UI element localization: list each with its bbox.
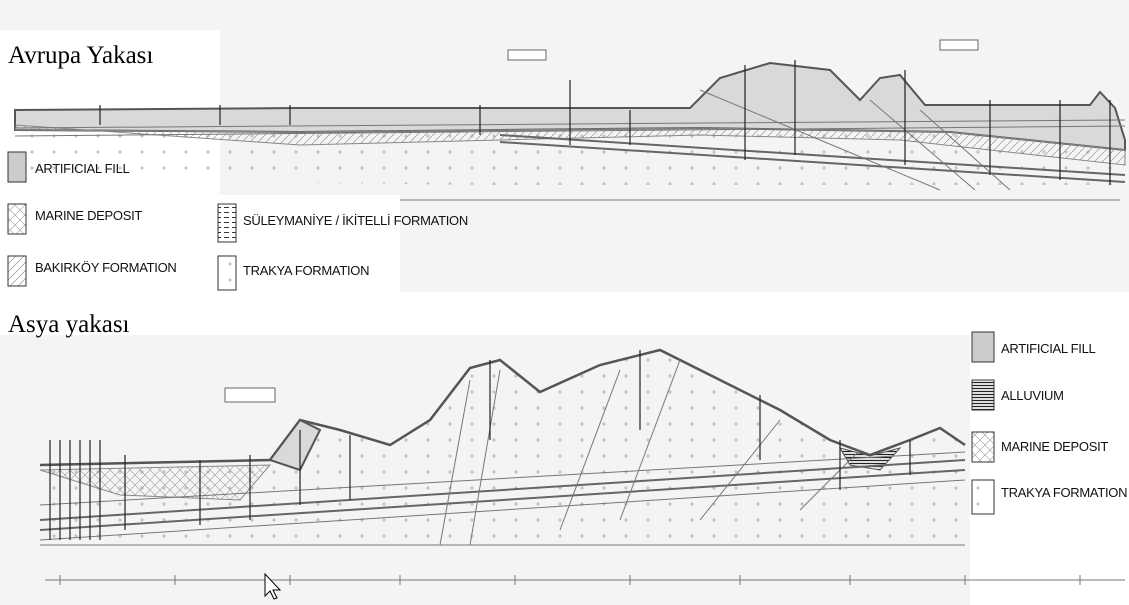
legend-label: ALLUVIUM <box>1001 388 1064 403</box>
legend-label: TRAKYA FORMATION <box>243 263 369 278</box>
legend-label: ARTIFICIAL FILL <box>1001 341 1096 356</box>
legend-label: MARINE DEPOSIT <box>35 208 142 223</box>
legend-label: BAKIRKÖY FORMATION <box>35 260 176 275</box>
legend-label: TRAKYA FORMATION <box>1001 485 1127 500</box>
cross-sections: Avrupa Yakası ARTIFICIAL FILL MARINE DEP… <box>0 0 1129 605</box>
section-title: Asya yakası <box>8 311 130 338</box>
legend-label: SÜLEYMANİYE / İKİTELLİ FORMATION <box>243 213 468 228</box>
legend-label: ARTIFICIAL FILL <box>35 161 130 176</box>
legend-label: MARINE DEPOSIT <box>1001 439 1108 454</box>
bottom-legend <box>972 332 994 514</box>
section-title: Avrupa Yakası <box>8 42 153 69</box>
